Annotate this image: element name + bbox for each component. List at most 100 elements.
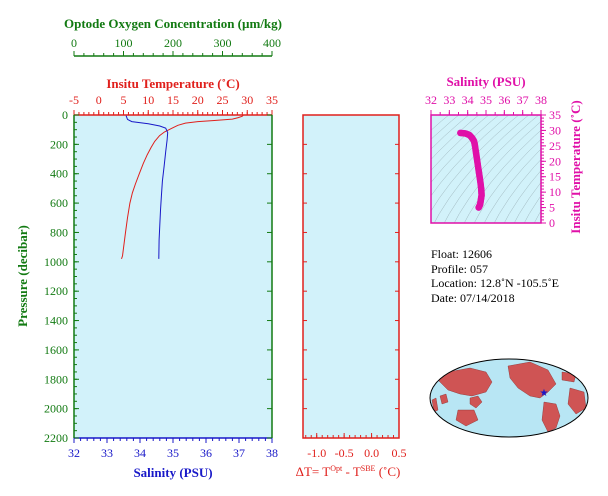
density-contour [431,115,519,212]
profile-number: Profile: 057 [431,261,488,276]
density-contour [503,170,541,223]
ts-temperature-axis-title: Insitu Temperature (˚C) [568,100,583,233]
pressure-tick-label: 400 [50,167,68,181]
salinity-axis: 32 33 34 35 36 37 38 [68,438,278,460]
density-contour [493,158,541,223]
oxygen-tick-label: 300 [214,36,232,50]
map-land [431,361,587,433]
ts-point [475,204,482,211]
profile-plot-area [74,115,272,438]
density-contour [473,139,541,223]
map-outline [429,358,589,438]
salinity-tick-label: 34 [134,446,146,460]
pressure-axis: 0 200 400 600 800 1000 1200 1400 1600 1800 2000 220… [44,108,272,445]
delta-tick-label: 0.0 [364,446,379,460]
float-id: Float: 12606 [431,247,493,261]
temperature-tick-label: 10 [142,93,154,107]
delta-tick-label: 0.5 [392,446,407,460]
salinity-profile-line [125,115,169,259]
density-contour [523,195,541,223]
pressure-tick-label: 1800 [44,372,68,386]
pressure-tick-label: 200 [50,137,68,151]
temperature-tick-label: 15 [167,93,179,107]
delta-axis-title: ΔT= TOpt - TSBE (˚C) [296,464,401,479]
ts-temperature-tick-label: 20 [549,154,561,168]
pressure-tick-label: 1600 [44,343,68,357]
delta-tick-label: -0.5 [335,446,354,460]
pressure-tick-label: 1400 [44,314,68,328]
oxygen-tick-label: 400 [263,36,281,50]
ts-salinity-tick-label: 38 [535,93,547,107]
pressure-tick-label: 2000 [44,402,68,416]
density-contour [453,121,541,223]
pressure-tick-label: 2200 [44,431,68,445]
ts-temperature-tick-label: 35 [549,108,561,122]
float-location: Location: 12.8˚N -105.5˚E [431,276,559,290]
ts-temperature-tick-label: 25 [549,139,561,153]
oxygen-axis-title: Optode Oxygen Concentration (µm/kg) [64,16,282,31]
salinity-tick-label: 32 [68,446,80,460]
salinity-tick-label: 35 [167,446,179,460]
salinity-tick-label: 37 [233,446,245,460]
salinity-tick-label: 36 [200,446,212,460]
density-contour [431,115,489,171]
oxygen-axis: 0 100 200 300 400 [71,36,281,57]
ts-salinity-tick-label: 32 [425,93,437,107]
temperature-axis: -5 0 5 10 15 20 25 30 35 [69,93,278,115]
temperature-tick-label: 20 [192,93,204,107]
oxygen-tick-label: 0 [71,36,77,50]
temperature-tick-label: 0 [96,93,102,107]
density-contour [431,115,499,183]
temperature-tick-label: 5 [121,93,127,107]
oxygen-tick-label: 100 [115,36,133,50]
pressure-axis-title: Pressure (decibar) [15,225,30,327]
ts-salinity-tick-label: 34 [462,93,474,107]
density-contour [513,181,541,223]
ts-temperature-tick-label: 15 [549,170,561,184]
ts-salinity-axis-title: Salinity (PSU) [446,74,525,89]
density-contour [443,115,539,223]
float-location-marker: ★ [540,388,549,399]
salinity-tick-label: 38 [266,446,278,460]
profile-date: Date: 07/14/2018 [431,290,515,305]
density-contours [431,115,541,223]
temperature-tick-label: 25 [217,93,229,107]
delta-plot-area [302,114,400,439]
pressure-tick-label: 1200 [44,284,68,298]
density-contour [431,115,449,131]
temperature-tick-label: -5 [69,93,79,107]
ts-salinity-tick-label: 36 [498,93,510,107]
delta-tick-label: -1.0 [307,446,326,460]
ts-temperature-tick-label: 0 [549,216,555,230]
world-map: ★ [429,358,589,438]
density-contour [483,148,541,223]
density-contour [463,129,541,223]
temperature-profile-line [121,114,244,260]
temperature-tick-label: 30 [241,93,253,107]
delta-axis: -1.0 -0.5 0.0 0.5 [303,114,407,460]
density-contour [433,115,529,223]
ts-salinity-axis: 32 33 34 35 36 37 38 [425,93,547,115]
density-contour [431,115,479,160]
oxygen-tick-label: 200 [164,36,182,50]
salinity-axis-title: Salinity (PSU) [133,465,212,480]
density-contour [431,115,469,150]
ts-salinity-tick-label: 35 [480,93,492,107]
density-contour [431,115,459,140]
ts-temperature-tick-label: 5 [549,201,555,215]
salinity-tick-label: 33 [101,446,113,460]
density-contour [431,115,509,197]
pressure-tick-label: 0 [62,108,68,122]
ts-salinity-tick-label: 33 [443,93,455,107]
pressure-tick-label: 800 [50,225,68,239]
pressure-tick-label: 600 [50,196,68,210]
ts-temperature-tick-label: 30 [549,123,561,137]
ts-plot-border [430,114,542,224]
ts-temperature-tick-label: 10 [549,185,561,199]
float-info: Float: 12606 Profile: 057 Location: 12.8… [431,247,559,305]
pressure-tick-label: 1000 [44,255,68,269]
ts-scatter [457,129,485,211]
temperature-tick-label: 35 [266,93,278,107]
